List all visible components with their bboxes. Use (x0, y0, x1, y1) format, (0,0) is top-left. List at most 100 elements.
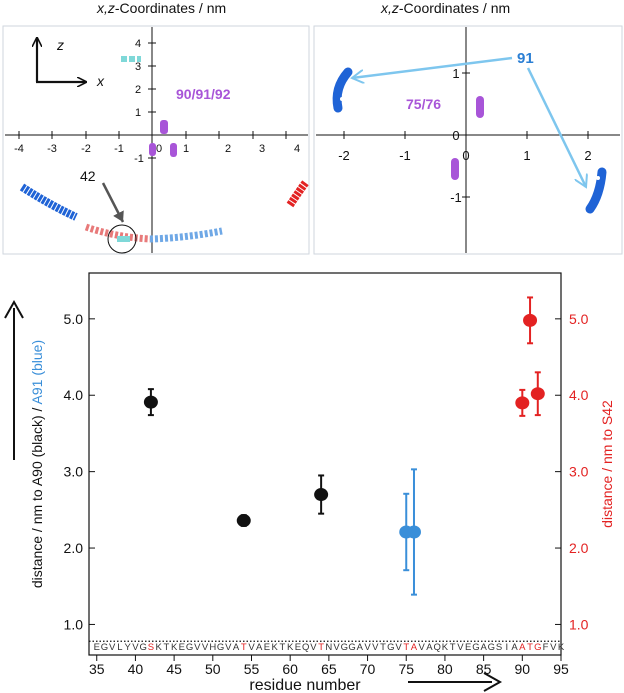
right-y-tick-label: -1 (450, 190, 462, 205)
x-axis-label: residue number (249, 677, 361, 693)
annotation-91: 91 (517, 50, 534, 67)
purple-segment (149, 143, 156, 156)
sequence-letter: G (534, 642, 541, 653)
sequence-letter: V (225, 642, 232, 653)
sequence-letter: G (101, 642, 108, 653)
sequence-letter: A (357, 642, 364, 653)
right-panel-frame (313, 25, 623, 255)
sequence-letter: Q (302, 642, 309, 653)
left-panel-title: x,z-Coordinates / nm (97, 0, 226, 16)
sequence-letter: G (139, 642, 146, 653)
data-point (530, 387, 545, 401)
right-y-tick-label: 0 (452, 128, 459, 143)
purple-segment-76 (451, 158, 459, 180)
sequence-letter: L (117, 642, 122, 653)
blue-helix-left (19, 183, 78, 221)
sequence-letter: G (387, 642, 394, 653)
sequence-letter: A (256, 642, 263, 653)
sequence-letter: V (202, 642, 209, 653)
sequence-letter: G (488, 642, 495, 653)
left-x-tick-label: 0 (156, 143, 162, 155)
left-y-tick-label: 4 (135, 38, 141, 50)
left-panel-x-ticks (18, 131, 287, 139)
sequence-letter: T (450, 642, 456, 653)
x-axis-arrowhead (483, 672, 503, 692)
sequence-letter: K (287, 642, 294, 653)
sequence-letter: V (364, 642, 371, 653)
sequence-letter: K (155, 642, 162, 653)
y-axis-label-left-blue: A91 (blue) (29, 340, 45, 405)
data-point (523, 313, 538, 327)
left-x-tick-label: -3 (47, 143, 57, 155)
sequence-letter: K (171, 642, 178, 653)
sequence-letter: V (419, 642, 426, 653)
blue-strand (149, 227, 223, 243)
sequence-letter: Q (434, 642, 441, 653)
y-tick-label-left: 3.0 (64, 464, 84, 480)
chart-layer: 35 40 45 50 55 60 65 70 75 80 85 90 95 1.0 2.0 3.0 4.0 5.… (64, 296, 589, 677)
sequence-letter: S (148, 642, 154, 653)
sequence-letter: K (558, 642, 565, 653)
sequence-letter: V (457, 642, 464, 653)
y-tick-label-left: 5.0 (64, 311, 84, 327)
blue-helix-91-left (332, 67, 353, 113)
purple-segment-75 (476, 96, 484, 118)
plot-frame (88, 272, 562, 656)
sequence-letter: T (280, 642, 286, 653)
sequence-letter: Y (125, 642, 132, 653)
sequence-letter: V (395, 642, 402, 653)
x-tick-label: 40 (128, 661, 144, 677)
left-x-tick-label: -2 (81, 143, 91, 155)
sequence-letter: V (194, 642, 201, 653)
y-tick-label-left: 4.0 (64, 387, 84, 403)
x-tick-label: 55 (244, 661, 260, 677)
right-x-tick-label: 2 (584, 148, 591, 163)
left-x-tick-label: 3 (259, 143, 265, 155)
sequence-letter: I (506, 642, 509, 653)
sequence-letter: T (163, 642, 169, 653)
sequence-letter: E (264, 642, 270, 653)
sequence-letter: V (550, 642, 557, 653)
right-x-tick-label: 1 (523, 148, 530, 163)
data-point (143, 395, 158, 409)
y-axis-label-right: distance / nm to S42 (599, 400, 615, 528)
x-tick-label: 35 (89, 661, 105, 677)
y-tick-label-right: 5.0 (569, 311, 589, 327)
sequence-letter: A (480, 642, 487, 653)
sequence-letter: S (496, 642, 502, 653)
sequence-letter: A (411, 642, 418, 653)
y-tick-label-right: 4.0 (569, 387, 589, 403)
x-tick-label: 50 (205, 661, 221, 677)
annotation-90-91-92: 90/91/92 (176, 86, 231, 102)
right-panel-title: x,z-Coordinates / nm (381, 0, 510, 16)
sequence-letter: A (233, 642, 240, 653)
right-x-tick-label: -2 (338, 148, 350, 163)
sequence-letter: T (241, 642, 247, 653)
helix-marker (596, 176, 600, 180)
left-x-tick-label: -4 (14, 143, 24, 155)
sequence-letter: G (472, 642, 479, 653)
annotation-42: 42 (80, 168, 96, 184)
data-point (314, 488, 329, 502)
x-tick-label: 95 (553, 661, 569, 677)
left-panel-frame (2, 25, 310, 255)
data-point (236, 514, 251, 528)
sequence-letter: F (543, 642, 549, 653)
blue-helix-91-right (585, 167, 607, 214)
left-panel-title-italic: x,z (97, 0, 115, 16)
right-panel-title-italic: x,z (381, 0, 399, 16)
data-point (515, 396, 530, 410)
sequence-letter: G (348, 642, 355, 653)
arrow-91-right (526, 67, 586, 187)
left-panel-title-rest: -Coordinates / nm (114, 0, 227, 16)
sequence-letter: E (465, 642, 471, 653)
sequence-letter: A (426, 642, 433, 653)
x-tick-label: 75 (398, 661, 414, 677)
sequence-letter: E (94, 642, 100, 653)
sequence-letter: A (511, 642, 518, 653)
sequence-letter: T (527, 642, 533, 653)
purple-segment (160, 120, 168, 134)
arrow-42 (101, 182, 125, 223)
left-panel-y-ticks (148, 42, 156, 159)
x-tick-label: 90 (515, 661, 531, 677)
